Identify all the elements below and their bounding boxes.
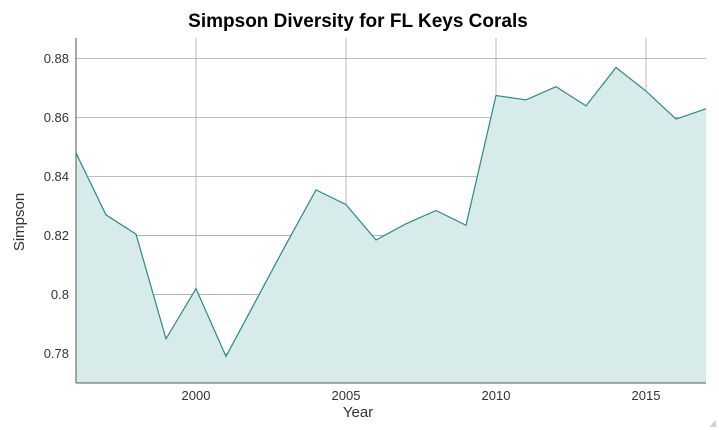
y-tick-label: 0.88 [44, 51, 69, 66]
x-tick-label: 2015 [632, 388, 661, 403]
series-area [76, 67, 706, 384]
y-axis-ticks: 0.78 0.8 0.82 0.84 0.86 0.88 [44, 51, 69, 361]
y-tick-label: 0.78 [44, 346, 69, 361]
y-axis-label: Simpson [11, 193, 28, 251]
chart-title: Simpson Diversity for FL Keys Corals [188, 11, 528, 32]
resize-grip-icon[interactable] [709, 420, 717, 428]
x-axis-ticks: 2000 2005 2010 2015 [182, 388, 661, 403]
x-tick-label: 2010 [482, 388, 511, 403]
series-line [75, 66, 707, 358]
y-tick-label: 0.84 [44, 169, 69, 184]
x-tick-label: 2005 [332, 388, 361, 403]
x-tick-label: 2000 [182, 388, 211, 403]
data-points [75, 67, 707, 357]
x-axis-label: Year [343, 404, 373, 421]
y-tick-label: 0.86 [44, 110, 69, 125]
y-tick-label: 0.82 [44, 228, 69, 243]
y-tick-label: 0.8 [51, 287, 69, 302]
